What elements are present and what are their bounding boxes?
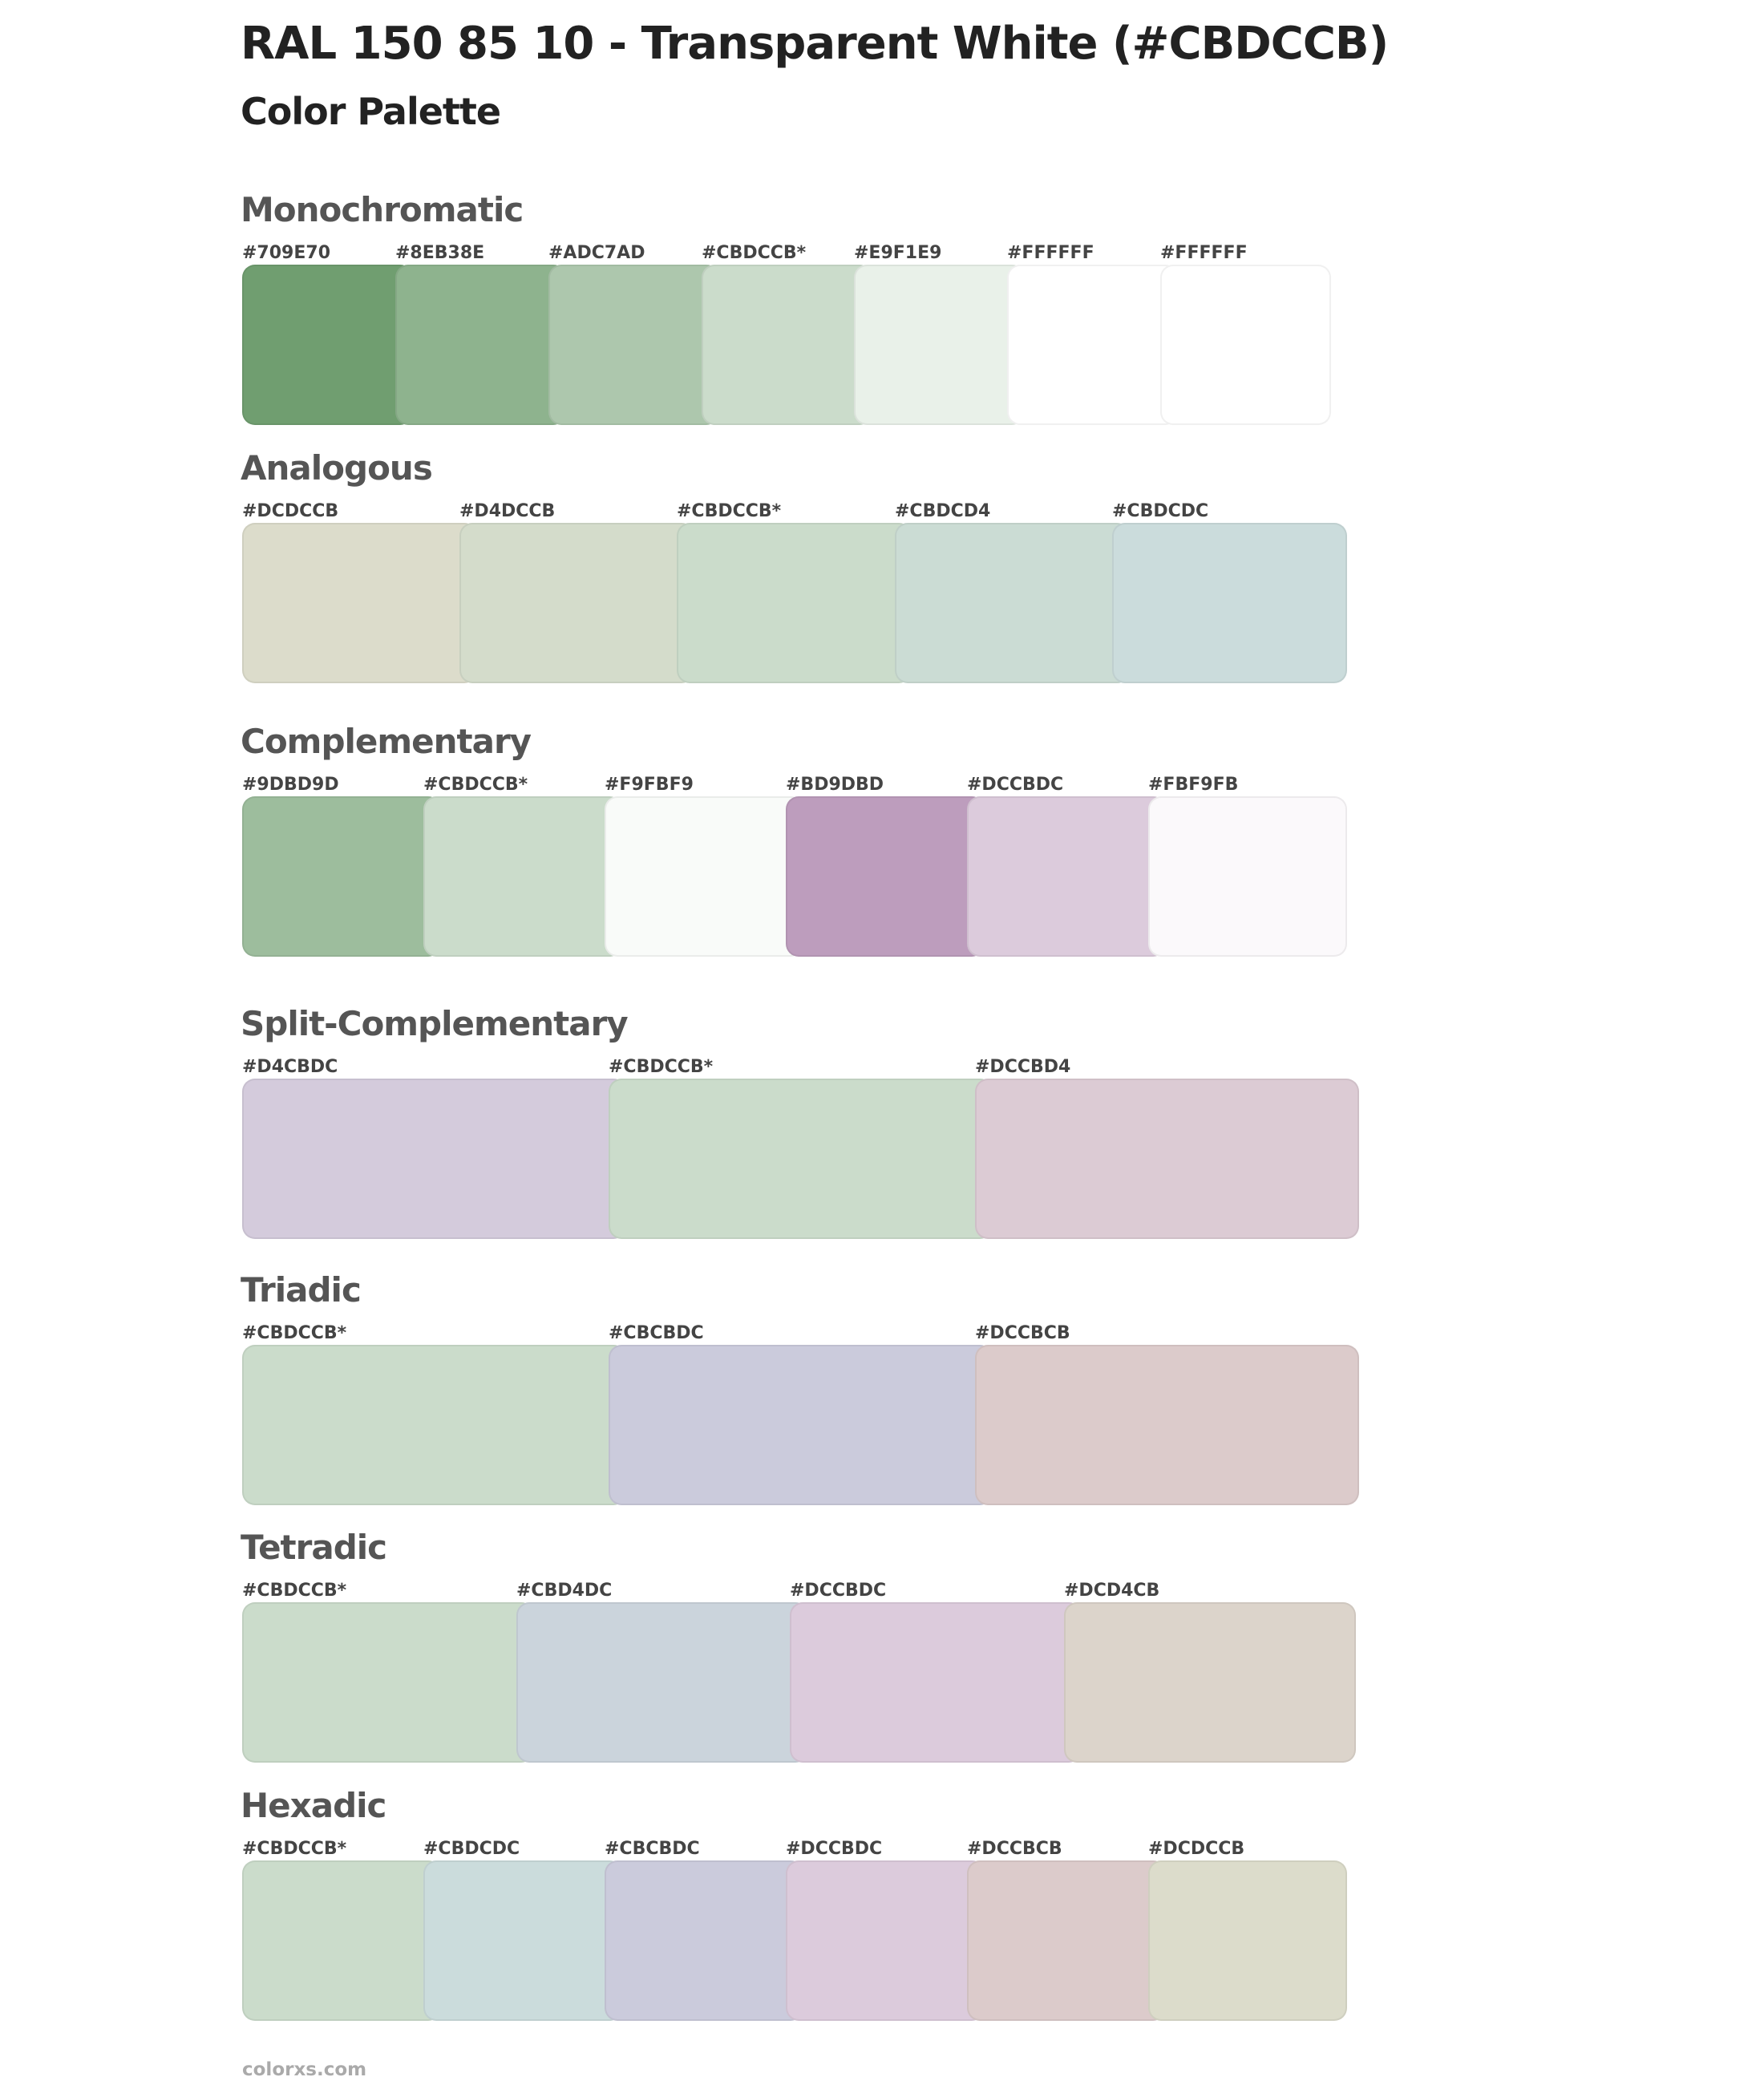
color-swatch[interactable] bbox=[786, 1860, 985, 2021]
color-swatch[interactable] bbox=[242, 1860, 441, 2021]
color-swatch[interactable] bbox=[967, 1860, 1166, 2021]
color-hex-label: #CBDCCB* bbox=[677, 501, 782, 521]
color-swatch[interactable] bbox=[854, 265, 1025, 425]
color-hex-label: #CBCBDC bbox=[605, 1839, 700, 1859]
color-hex-label: #FFFFFF bbox=[1007, 243, 1094, 263]
color-hex-label: #DCD4CB bbox=[1064, 1581, 1160, 1601]
color-hex-label: #DCDCCB bbox=[1148, 1839, 1245, 1859]
color-hex-label: #CBDCCB* bbox=[702, 243, 807, 263]
color-hex-label: #D4CBDC bbox=[242, 1057, 338, 1077]
color-hex-label: #BD9DBD bbox=[786, 775, 884, 795]
section-heading: Triadic bbox=[241, 1270, 362, 1310]
color-hex-label: #DCCBDC bbox=[967, 775, 1064, 795]
color-swatch[interactable] bbox=[1148, 796, 1347, 957]
color-swatch[interactable] bbox=[459, 523, 694, 683]
color-hex-label: #CBDCCB* bbox=[423, 775, 528, 795]
color-hex-label: #CBD4DC bbox=[516, 1581, 613, 1601]
color-swatch[interactable] bbox=[423, 1860, 622, 2021]
section-heading: Complementary bbox=[241, 722, 532, 761]
color-swatch[interactable] bbox=[702, 265, 872, 425]
color-swatch[interactable] bbox=[242, 523, 477, 683]
color-hex-label: #D4DCCB bbox=[459, 501, 556, 521]
color-swatch[interactable] bbox=[395, 265, 566, 425]
color-hex-label: #DCDCCB bbox=[242, 501, 339, 521]
color-hex-label: #DCCBDC bbox=[790, 1581, 887, 1601]
color-swatch[interactable] bbox=[548, 265, 719, 425]
color-swatch[interactable] bbox=[242, 1602, 534, 1763]
color-swatch[interactable] bbox=[609, 1079, 993, 1239]
color-hex-label: #DCCBD4 bbox=[975, 1057, 1071, 1077]
section-heading: Analogous bbox=[241, 448, 433, 488]
color-swatch[interactable] bbox=[1148, 1860, 1347, 2021]
color-swatch[interactable] bbox=[516, 1602, 808, 1763]
color-swatch[interactable] bbox=[605, 1860, 803, 2021]
color-swatch[interactable] bbox=[975, 1079, 1359, 1239]
color-hex-label: #DCCBCB bbox=[975, 1323, 1070, 1343]
section-heading: Monochromatic bbox=[241, 190, 524, 229]
color-swatch[interactable] bbox=[1112, 523, 1347, 683]
color-hex-label: #8EB38E bbox=[395, 243, 485, 263]
page-title: RAL 150 85 10 - Transparent White (#CBDC… bbox=[241, 18, 1389, 70]
page-subtitle: Color Palette bbox=[241, 90, 501, 133]
section-heading: Tetradic bbox=[241, 1528, 387, 1567]
color-swatch[interactable] bbox=[975, 1345, 1359, 1505]
color-hex-label: #F9FBF9 bbox=[605, 775, 694, 795]
color-swatch[interactable] bbox=[242, 1345, 626, 1505]
color-swatch[interactable] bbox=[242, 1079, 626, 1239]
section-heading: Hexadic bbox=[241, 1786, 386, 1825]
color-swatch[interactable] bbox=[677, 523, 912, 683]
color-hex-label: #CBDCCB* bbox=[609, 1057, 714, 1077]
color-hex-label: #CBDCCB* bbox=[242, 1323, 347, 1343]
color-swatch[interactable] bbox=[605, 796, 803, 957]
color-hex-label: #DCCBDC bbox=[786, 1839, 883, 1859]
color-hex-label: #DCCBCB bbox=[967, 1839, 1062, 1859]
color-hex-label: #FFFFFF bbox=[1160, 243, 1248, 263]
section-heading: Split-Complementary bbox=[241, 1004, 629, 1043]
color-swatch[interactable] bbox=[609, 1345, 993, 1505]
color-swatch[interactable] bbox=[895, 523, 1130, 683]
color-hex-label: #709E70 bbox=[242, 243, 330, 263]
color-swatch[interactable] bbox=[242, 796, 441, 957]
color-swatch[interactable] bbox=[1160, 265, 1331, 425]
color-hex-label: #CBDCDC bbox=[1112, 501, 1209, 521]
color-hex-label: #CBDCD4 bbox=[895, 501, 991, 521]
color-hex-label: #CBCBDC bbox=[609, 1323, 704, 1343]
color-hex-label: #E9F1E9 bbox=[854, 243, 942, 263]
color-hex-label: #CBDCDC bbox=[423, 1839, 520, 1859]
color-swatch[interactable] bbox=[786, 796, 985, 957]
color-swatch[interactable] bbox=[423, 796, 622, 957]
color-swatch[interactable] bbox=[967, 796, 1166, 957]
color-hex-label: #ADC7AD bbox=[548, 243, 645, 263]
color-swatch[interactable] bbox=[790, 1602, 1082, 1763]
footer-site-link[interactable]: colorxs.com bbox=[242, 2059, 367, 2080]
color-hex-label: #9DBD9D bbox=[242, 775, 339, 795]
color-hex-label: #CBDCCB* bbox=[242, 1581, 347, 1601]
color-swatch[interactable] bbox=[1064, 1602, 1356, 1763]
color-swatch[interactable] bbox=[242, 265, 413, 425]
color-swatch[interactable] bbox=[1007, 265, 1178, 425]
color-hex-label: #CBDCCB* bbox=[242, 1839, 347, 1859]
color-hex-label: #FBF9FB bbox=[1148, 775, 1239, 795]
